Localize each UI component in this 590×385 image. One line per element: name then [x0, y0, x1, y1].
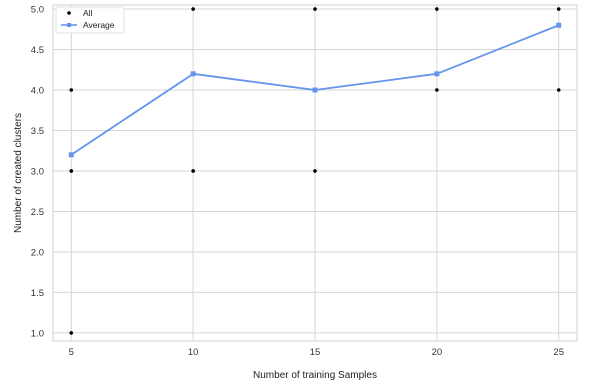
- all-point: [69, 331, 73, 335]
- legend-all-marker: [67, 11, 71, 15]
- x-tick-labels: 5 10 15 20 25: [69, 347, 564, 358]
- all-point: [69, 169, 73, 173]
- all-point: [435, 7, 439, 11]
- average-marker: [313, 88, 318, 93]
- x-tick-label: 15: [310, 347, 321, 358]
- y-tick-label: 4.0: [31, 86, 44, 97]
- all-point: [313, 169, 317, 173]
- legend-average-label: Average: [83, 20, 115, 30]
- all-point: [191, 169, 195, 173]
- y-tick-label: 3.5: [31, 126, 44, 137]
- y-tick-label: 2.5: [31, 207, 44, 218]
- average-marker: [434, 71, 439, 76]
- y-axis-label: Number of created clusters: [13, 113, 24, 233]
- average-marker: [69, 152, 74, 157]
- x-tick-label: 10: [188, 347, 199, 358]
- legend: All Average: [56, 7, 124, 33]
- legend-average-marker: [67, 23, 71, 27]
- average-marker: [191, 71, 196, 76]
- all-point: [191, 7, 195, 11]
- y-tick-label: 2.0: [31, 247, 44, 258]
- y-tick-label: 5.0: [31, 5, 44, 16]
- all-point: [69, 88, 73, 92]
- x-tick-label: 25: [553, 347, 564, 358]
- average-marker: [556, 23, 561, 28]
- y-tick-labels: 1.0 1.5 2.0 2.5 3.0 3.5 4.0 4.5 5.0: [31, 5, 44, 340]
- all-point: [313, 7, 317, 11]
- all-point: [557, 7, 561, 11]
- x-tick-label: 5: [69, 347, 74, 358]
- y-tick-label: 4.5: [31, 45, 44, 56]
- all-point: [435, 88, 439, 92]
- x-axis-label: Number of training Samples: [253, 370, 377, 381]
- y-tick-label: 3.0: [31, 166, 44, 177]
- all-point: [557, 88, 561, 92]
- legend-all-label: All: [83, 8, 93, 18]
- y-tick-label: 1.5: [31, 288, 44, 299]
- y-tick-label: 1.0: [31, 328, 44, 339]
- x-tick-label: 20: [432, 347, 443, 358]
